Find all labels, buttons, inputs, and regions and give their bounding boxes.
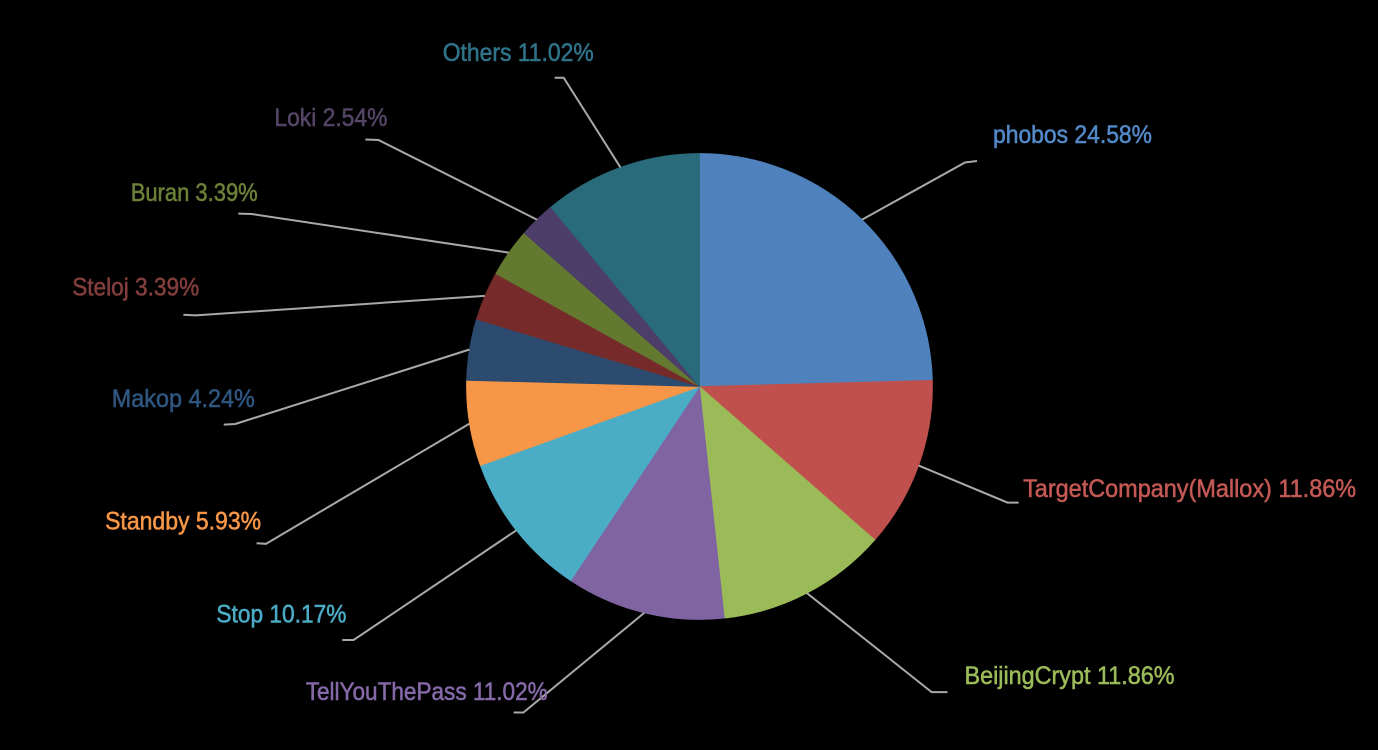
svg-text:TargetCompany(Mallox) 11.86%: TargetCompany(Mallox) 11.86% [1023, 475, 1356, 503]
svg-text:BeijingCrypt 11.86%: BeijingCrypt 11.86% [965, 662, 1175, 690]
svg-text:Makop 4.24%: Makop 4.24% [112, 385, 255, 413]
svg-text:Loki 2.54%: Loki 2.54% [274, 104, 387, 132]
svg-text:TellYouThePass 11.02%: TellYouThePass 11.02% [306, 678, 548, 706]
svg-text:phobos 24.58%: phobos 24.58% [993, 121, 1152, 149]
svg-text:Stop 10.17%: Stop 10.17% [216, 601, 346, 629]
svg-text:Steloj 3.39%: Steloj 3.39% [72, 274, 199, 302]
svg-text:Standby 5.93%: Standby 5.93% [105, 508, 261, 536]
svg-text:Buran 3.39%: Buran 3.39% [131, 179, 258, 207]
svg-text:Others 11.02%: Others 11.02% [443, 39, 594, 67]
